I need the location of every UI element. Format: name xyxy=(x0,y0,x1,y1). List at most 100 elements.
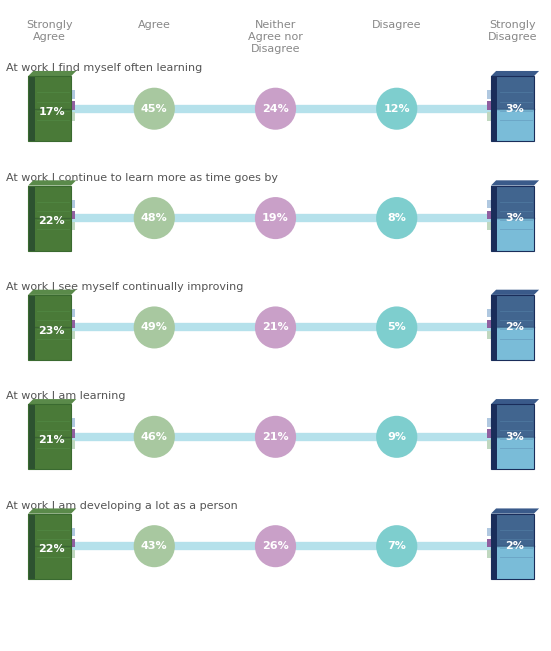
Text: 24%: 24% xyxy=(262,104,289,114)
FancyBboxPatch shape xyxy=(498,76,534,109)
FancyBboxPatch shape xyxy=(28,76,35,141)
FancyBboxPatch shape xyxy=(71,430,75,437)
Text: Strongly
Agree: Strongly Agree xyxy=(26,20,73,42)
Text: 23%: 23% xyxy=(39,326,65,336)
Text: 21%: 21% xyxy=(262,322,289,333)
FancyBboxPatch shape xyxy=(71,549,75,559)
FancyBboxPatch shape xyxy=(487,320,491,329)
FancyBboxPatch shape xyxy=(28,186,35,251)
FancyBboxPatch shape xyxy=(498,514,534,546)
Polygon shape xyxy=(28,290,76,295)
Text: 2%: 2% xyxy=(505,541,524,551)
Ellipse shape xyxy=(134,88,175,130)
FancyBboxPatch shape xyxy=(487,527,491,536)
Text: 22%: 22% xyxy=(39,216,65,227)
Text: Agree: Agree xyxy=(138,20,171,29)
FancyBboxPatch shape xyxy=(487,210,491,219)
Text: 26%: 26% xyxy=(262,541,289,551)
Text: At work I am learning: At work I am learning xyxy=(6,391,125,402)
Ellipse shape xyxy=(134,525,175,567)
FancyBboxPatch shape xyxy=(487,549,491,559)
Text: 8%: 8% xyxy=(387,213,406,223)
FancyBboxPatch shape xyxy=(491,295,498,360)
Ellipse shape xyxy=(376,197,417,239)
Polygon shape xyxy=(491,290,539,295)
FancyBboxPatch shape xyxy=(498,186,534,251)
FancyBboxPatch shape xyxy=(28,514,35,579)
FancyBboxPatch shape xyxy=(71,112,75,121)
Text: 48%: 48% xyxy=(141,213,168,223)
Text: 7%: 7% xyxy=(387,541,406,551)
FancyBboxPatch shape xyxy=(71,309,75,318)
Text: At work I continue to learn more as time goes by: At work I continue to learn more as time… xyxy=(6,173,278,183)
Text: Strongly
Disagree: Strongly Disagree xyxy=(488,20,537,42)
Ellipse shape xyxy=(376,525,417,567)
Polygon shape xyxy=(491,508,539,514)
Polygon shape xyxy=(491,399,539,404)
FancyBboxPatch shape xyxy=(71,199,75,208)
FancyBboxPatch shape xyxy=(498,295,534,327)
Polygon shape xyxy=(491,71,539,76)
FancyBboxPatch shape xyxy=(487,418,491,427)
FancyBboxPatch shape xyxy=(35,186,71,251)
Ellipse shape xyxy=(376,307,417,348)
FancyBboxPatch shape xyxy=(35,76,71,141)
FancyBboxPatch shape xyxy=(498,514,534,579)
FancyBboxPatch shape xyxy=(491,76,498,141)
FancyBboxPatch shape xyxy=(487,440,491,449)
FancyBboxPatch shape xyxy=(498,404,534,437)
FancyBboxPatch shape xyxy=(487,221,491,230)
FancyBboxPatch shape xyxy=(487,199,491,208)
FancyBboxPatch shape xyxy=(487,331,491,340)
Text: 9%: 9% xyxy=(387,432,406,442)
Text: 3%: 3% xyxy=(505,213,524,223)
Ellipse shape xyxy=(134,197,175,239)
FancyBboxPatch shape xyxy=(487,430,491,437)
Text: 49%: 49% xyxy=(141,322,168,333)
Polygon shape xyxy=(28,508,76,514)
Text: 3%: 3% xyxy=(505,432,524,442)
Text: 46%: 46% xyxy=(141,432,168,442)
Text: 43%: 43% xyxy=(141,541,168,551)
FancyBboxPatch shape xyxy=(491,514,498,579)
FancyBboxPatch shape xyxy=(487,112,491,121)
FancyBboxPatch shape xyxy=(71,90,75,98)
FancyBboxPatch shape xyxy=(71,221,75,230)
Text: 3%: 3% xyxy=(505,104,524,114)
FancyBboxPatch shape xyxy=(71,210,75,219)
Text: 2%: 2% xyxy=(505,322,524,333)
Text: Disagree: Disagree xyxy=(372,20,422,29)
Text: 5%: 5% xyxy=(387,322,406,333)
FancyBboxPatch shape xyxy=(28,404,35,469)
Polygon shape xyxy=(28,399,76,404)
FancyBboxPatch shape xyxy=(71,440,75,449)
FancyBboxPatch shape xyxy=(35,514,71,579)
FancyBboxPatch shape xyxy=(71,331,75,340)
FancyBboxPatch shape xyxy=(71,539,75,547)
Text: Neither
Agree nor
Disagree: Neither Agree nor Disagree xyxy=(248,20,303,54)
FancyBboxPatch shape xyxy=(487,101,491,109)
FancyBboxPatch shape xyxy=(71,101,75,109)
Ellipse shape xyxy=(376,416,417,458)
FancyBboxPatch shape xyxy=(491,404,498,469)
Text: 21%: 21% xyxy=(39,435,65,445)
Text: 17%: 17% xyxy=(39,107,65,117)
Polygon shape xyxy=(28,180,76,186)
FancyBboxPatch shape xyxy=(71,527,75,536)
FancyBboxPatch shape xyxy=(35,295,71,360)
Ellipse shape xyxy=(376,88,417,130)
FancyBboxPatch shape xyxy=(498,295,534,360)
FancyBboxPatch shape xyxy=(71,320,75,329)
Ellipse shape xyxy=(255,525,296,567)
Ellipse shape xyxy=(255,88,296,130)
Text: 12%: 12% xyxy=(383,104,410,114)
Text: At work I am developing a lot as a person: At work I am developing a lot as a perso… xyxy=(6,501,237,511)
FancyBboxPatch shape xyxy=(28,295,35,360)
Polygon shape xyxy=(491,180,539,186)
FancyBboxPatch shape xyxy=(487,539,491,547)
Text: At work I find myself often learning: At work I find myself often learning xyxy=(6,63,202,74)
FancyBboxPatch shape xyxy=(498,76,534,141)
Ellipse shape xyxy=(255,416,296,458)
Polygon shape xyxy=(28,71,76,76)
FancyBboxPatch shape xyxy=(491,186,498,251)
